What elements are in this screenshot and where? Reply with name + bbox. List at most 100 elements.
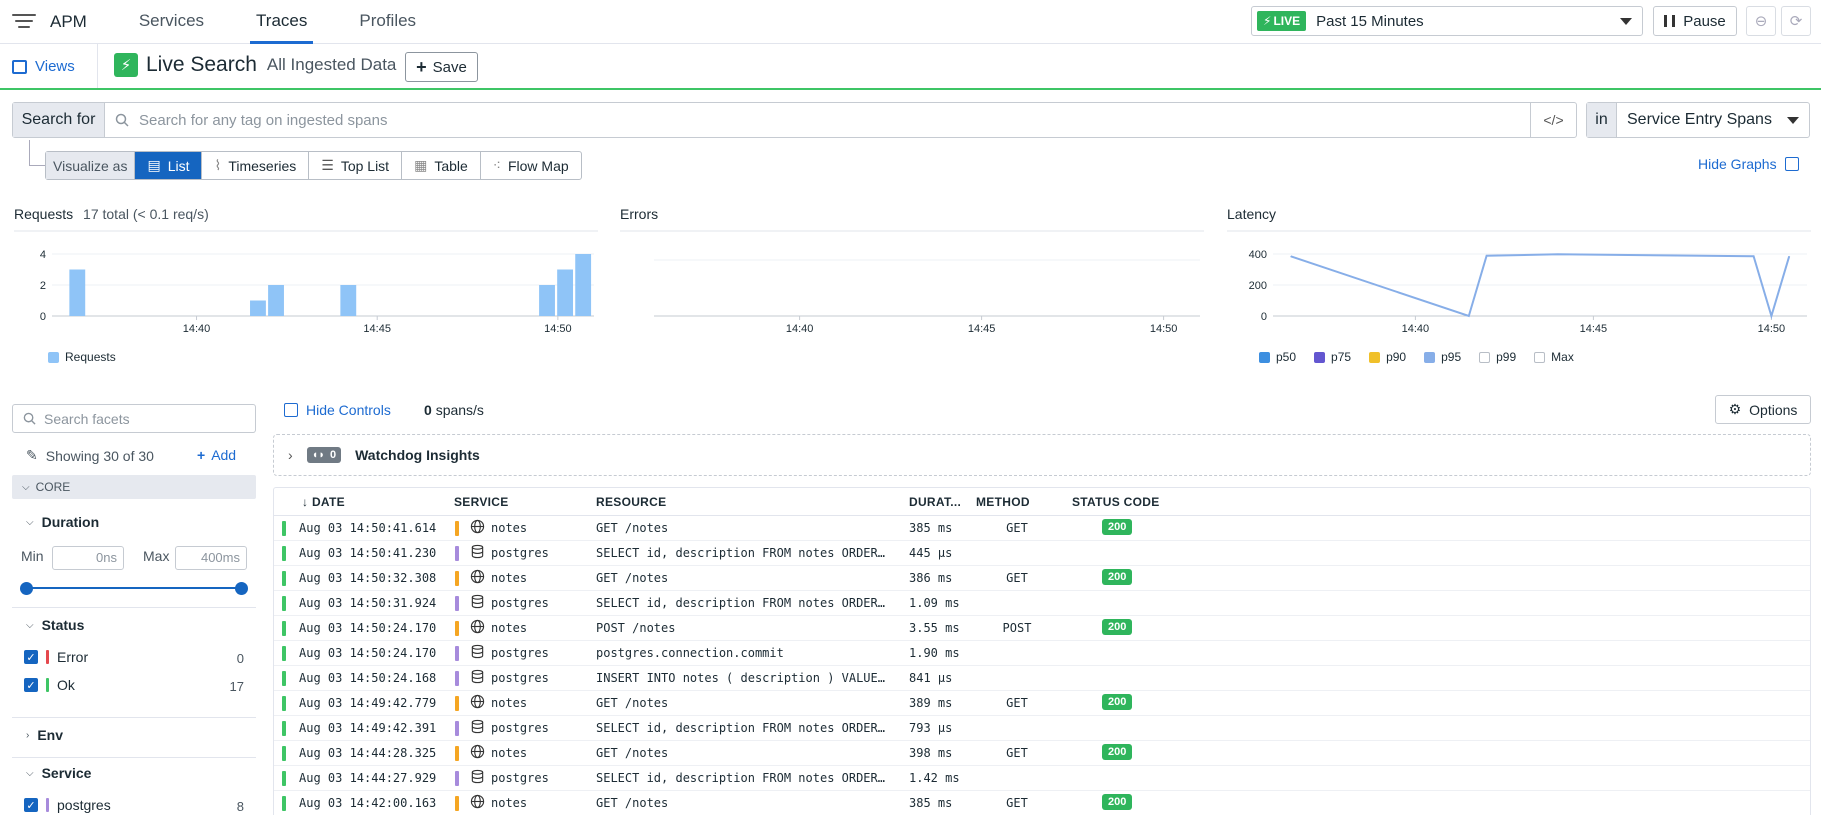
facet-search-input[interactable]: Search facets bbox=[12, 404, 256, 433]
status-ok-bar bbox=[282, 646, 286, 661]
viz-flowmap-button[interactable]: ⁖ Flow Map bbox=[492, 157, 569, 174]
viz-toplist-button[interactable]: ☰ Top List bbox=[309, 152, 403, 179]
table-row[interactable]: Aug 03 14:50:31.924 postgres SELECT id, de… bbox=[274, 591, 1810, 616]
row-resource: postgres.connection.commit bbox=[596, 646, 784, 660]
query-syntax-button[interactable]: </> bbox=[1530, 103, 1576, 137]
core-group-header[interactable]: ⌵ CORE bbox=[12, 475, 256, 499]
duration-max-input[interactable]: 400ms bbox=[175, 546, 247, 570]
save-button[interactable]: + Save bbox=[405, 52, 478, 82]
x-tick-label: 14:45 bbox=[968, 323, 996, 335]
refresh-button[interactable]: ⟳ bbox=[1781, 6, 1811, 36]
row-service: postgres bbox=[491, 771, 549, 785]
table-row[interactable]: Aug 03 14:44:27.929 postgres SELECT id, de… bbox=[274, 766, 1810, 791]
requests-chart-svg[interactable]: 0 2 4 14:40 14:45 14:50 bbox=[14, 230, 598, 350]
errors-chart-svg[interactable]: 14:40 14:45 14:50 bbox=[620, 230, 1204, 350]
tab-profiles[interactable]: Profiles bbox=[359, 10, 417, 30]
hide-controls-button[interactable]: Hide Controls bbox=[284, 402, 391, 418]
legend-item-p99[interactable]: p99 bbox=[1479, 350, 1516, 364]
row-date: Aug 03 14:49:42.391 bbox=[299, 721, 437, 735]
legend-item-p50[interactable]: p50 bbox=[1259, 350, 1296, 364]
add-facet-button[interactable]: + Add bbox=[197, 447, 237, 463]
table-icon: ▦ bbox=[414, 157, 428, 173]
tab-traces[interactable]: Traces bbox=[249, 0, 314, 44]
duration-min-input[interactable]: 0ns bbox=[52, 546, 124, 570]
row-resource: SELECT id, description FROM notes ORDER… bbox=[596, 721, 885, 735]
search-input[interactable]: Search for any tag on ingested spans bbox=[105, 103, 1530, 137]
table-row[interactable]: Aug 03 14:50:41.230 postgres SELECT id, de… bbox=[274, 541, 1810, 566]
table-row[interactable]: Aug 03 14:44:28.325 notes GET /notes 398 ms… bbox=[274, 741, 1810, 766]
table-row[interactable]: Aug 03 14:49:42.391 postgres SELECT id, de… bbox=[274, 716, 1810, 741]
row-duration: 445 μs bbox=[909, 546, 953, 560]
watchdog-insights-bar[interactable]: › ◖◗ 0 Watchdog Insights bbox=[273, 434, 1811, 476]
views-button[interactable]: Views bbox=[12, 58, 75, 75]
y-tick-label: 200 bbox=[1249, 280, 1267, 292]
col-method[interactable]: METHOD bbox=[976, 495, 1030, 509]
col-duration[interactable]: DURAT... bbox=[909, 495, 962, 509]
data-point bbox=[1770, 315, 1772, 317]
visualize-as-group: Visualize as ▤ List ⌇ Timeseries ☰ Top L… bbox=[45, 151, 582, 180]
col-resource[interactable]: RESOURCE bbox=[596, 495, 667, 509]
pencil-icon[interactable]: ✎ bbox=[26, 447, 38, 463]
row-duration: 385 ms bbox=[909, 796, 953, 810]
legend-item-requests[interactable]: Requests bbox=[48, 350, 116, 364]
legend-swatch bbox=[1259, 351, 1270, 363]
brand-label[interactable]: APM bbox=[50, 11, 87, 31]
table-row[interactable]: Aug 03 14:50:24.170 notes POST /notes 3.55 … bbox=[274, 616, 1810, 641]
time-range-select[interactable]: ⚡ LIVE Past 15 Minutes bbox=[1251, 6, 1643, 36]
duration-slider-min-handle[interactable] bbox=[20, 582, 33, 595]
legend-item-max[interactable]: Max bbox=[1534, 350, 1574, 364]
tab-services[interactable]: Services bbox=[138, 10, 205, 30]
row-status-code: 200 bbox=[1102, 694, 1133, 710]
hide-graphs-button[interactable]: Hide Graphs bbox=[1698, 156, 1799, 172]
facet-service-header[interactable]: ⌵ Service bbox=[26, 765, 92, 781]
table-row[interactable]: Aug 03 14:50:24.170 postgres postgres.conn… bbox=[274, 641, 1810, 666]
table-row[interactable]: Aug 03 14:42:00.163 notes GET /notes 385 ms… bbox=[274, 791, 1810, 815]
options-button[interactable]: ⚙ Options bbox=[1715, 395, 1811, 424]
facet-duration-header[interactable]: ⌵ Duration bbox=[26, 514, 100, 530]
col-service[interactable]: SERVICE bbox=[454, 495, 509, 509]
legend-item-p90[interactable]: p90 bbox=[1369, 350, 1406, 364]
latency-legend: p50 p75 p90 p95 p99 Max bbox=[1259, 350, 1574, 364]
row-service: postgres bbox=[491, 721, 549, 735]
viz-list-button[interactable]: ▤ List bbox=[135, 152, 203, 179]
row-date: Aug 03 14:50:41.614 bbox=[299, 521, 437, 535]
table-row[interactable]: Aug 03 14:50:32.308 notes GET /notes 386 ms… bbox=[274, 566, 1810, 591]
duration-slider-max-handle[interactable] bbox=[235, 582, 248, 595]
requests-chart-subtitle: 17 total (< 0.1 req/s) bbox=[83, 206, 209, 222]
viz-table-button[interactable]: ▦ Table bbox=[402, 152, 481, 179]
service-color-bar bbox=[455, 646, 459, 661]
pause-button[interactable]: Pause bbox=[1653, 6, 1737, 36]
facet-status-header[interactable]: ⌵ Status bbox=[26, 617, 85, 633]
facet-service-postgres[interactable]: ✓ postgres bbox=[24, 797, 111, 813]
facet-env-header[interactable]: › Env bbox=[26, 727, 64, 743]
checkbox-checked-icon[interactable]: ✓ bbox=[24, 678, 38, 692]
duration-slider-track[interactable] bbox=[26, 587, 242, 589]
chevron-down-icon: ⌵ bbox=[26, 516, 34, 528]
row-resource: GET /notes bbox=[596, 696, 669, 710]
col-date[interactable]: ↓ DATE bbox=[302, 495, 345, 509]
table-row[interactable]: Aug 03 14:50:24.168 postgres INSERT INTO n… bbox=[274, 666, 1810, 691]
service-color-bar bbox=[455, 746, 459, 761]
checkbox-checked-icon[interactable]: ✓ bbox=[24, 798, 38, 812]
live-search-icon: ⚡ bbox=[114, 53, 138, 77]
zoom-out-button[interactable]: ⊖ bbox=[1746, 6, 1776, 36]
menu-icon[interactable] bbox=[12, 12, 40, 32]
legend-item-p75[interactable]: p75 bbox=[1314, 350, 1351, 364]
row-duration: 1.42 ms bbox=[909, 771, 960, 785]
col-status-code[interactable]: STATUS CODE bbox=[1072, 495, 1160, 509]
viz-timeseries-button[interactable]: ⌇ Timeseries bbox=[202, 152, 310, 179]
facet-status-error[interactable]: ✓ Error bbox=[24, 649, 88, 665]
legend-item-p95[interactable]: p95 bbox=[1424, 350, 1461, 364]
table-row[interactable]: Aug 03 14:50:41.614 notes GET /notes 385 ms… bbox=[274, 516, 1810, 541]
latency-chart-svg[interactable]: 0 200 400 14:40 14:45 14:50 bbox=[1227, 230, 1811, 350]
bar bbox=[557, 269, 574, 316]
table-row[interactable]: Aug 03 14:49:42.779 notes GET /notes 389 ms… bbox=[274, 691, 1810, 716]
x-tick-label: 14:40 bbox=[786, 323, 814, 335]
facet-status-ok[interactable]: ✓ Ok bbox=[24, 677, 75, 693]
row-duration: 793 μs bbox=[909, 721, 953, 735]
collapse-icon bbox=[1784, 157, 1799, 171]
span-scope-select[interactable]: in Service Entry Spans bbox=[1586, 102, 1810, 138]
checkbox-checked-icon[interactable]: ✓ bbox=[24, 650, 38, 664]
status-ok-bar bbox=[282, 671, 286, 686]
requests-legend: Requests bbox=[48, 350, 116, 364]
